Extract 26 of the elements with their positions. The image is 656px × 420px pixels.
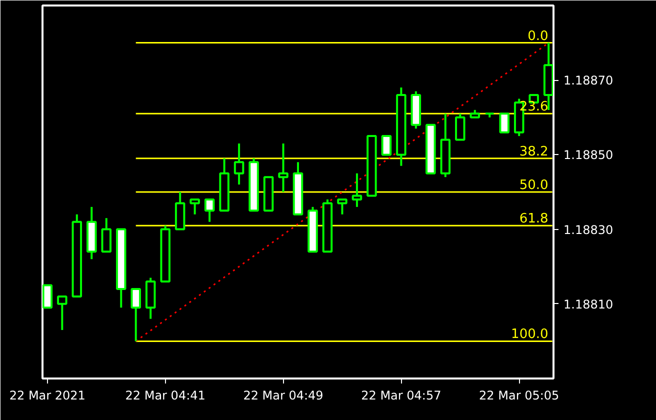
x-tick-label: 22 Mar 04:41 <box>125 388 206 402</box>
series-label: 50.0 <box>519 178 548 193</box>
x-tick-label: 22 Mar 05:05 <box>479 388 560 402</box>
candlestick <box>499 112 510 134</box>
y-tick-label: 1.18850 <box>564 148 614 162</box>
candlestick <box>130 288 141 342</box>
candlestick <box>234 142 244 186</box>
y-tick-label: 1.18810 <box>564 297 614 312</box>
candlestick <box>381 135 392 156</box>
candlestick <box>101 217 112 253</box>
candlestick <box>57 295 68 332</box>
candlestick <box>337 198 348 216</box>
series-label: 100.0 <box>511 327 548 342</box>
series-label: 61.8 <box>519 212 548 227</box>
candlestick <box>455 112 466 141</box>
y-tick-label: 1.18870 <box>564 74 614 88</box>
x-tick-label: 22 Mar 04:49 <box>243 388 324 402</box>
candlestick <box>204 198 215 223</box>
candlestick <box>278 142 288 193</box>
candlestick <box>352 172 362 208</box>
series-label: 0.0 <box>528 28 548 44</box>
x-tick-label: 22 Mar 04:57 <box>361 388 442 402</box>
series-label: 38.2 <box>519 144 548 160</box>
candlestick <box>190 198 200 216</box>
x-tick-label: 22 Mar 2021 <box>9 388 86 402</box>
y-tick-label: 1.18830 <box>564 222 614 237</box>
